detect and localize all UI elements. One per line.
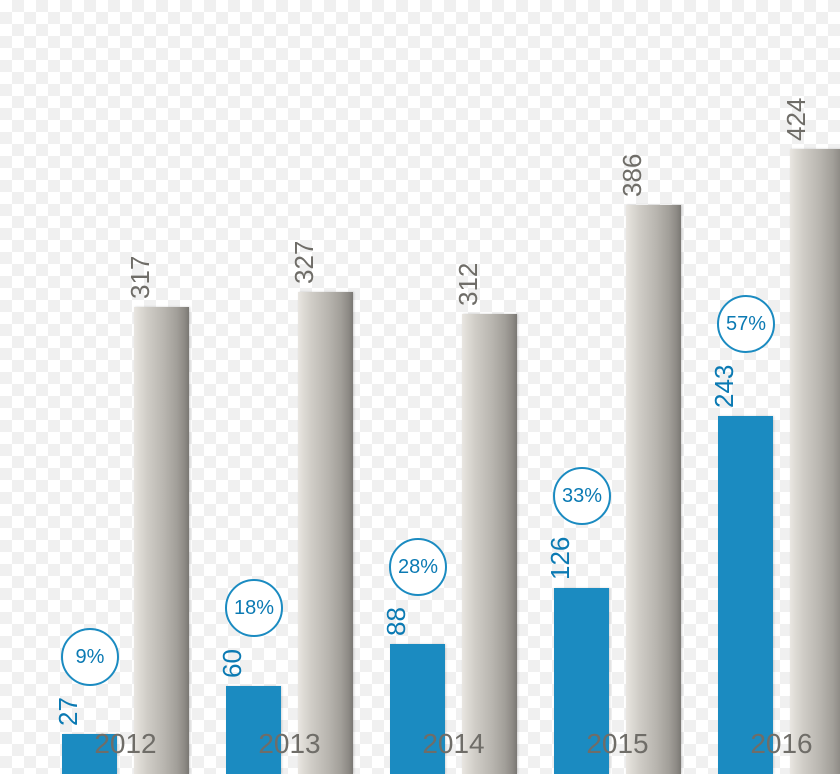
bar-gray — [298, 292, 353, 774]
bar-blue-value: 126 — [547, 537, 573, 580]
x-axis-label: 2014 — [390, 728, 517, 760]
percent-badge: 33% — [553, 467, 611, 525]
percent-badge: 28% — [389, 538, 447, 596]
bar-gray-value: 317 — [127, 256, 153, 299]
bar-gray — [462, 314, 517, 774]
percent-badge: 18% — [225, 579, 283, 637]
x-axis-label: 2012 — [62, 728, 189, 760]
bar-gray-value: 327 — [291, 241, 317, 284]
bar-blue-value: 88 — [383, 607, 409, 636]
bar-group-2015: 12638633% — [554, 5, 681, 774]
bar-blue-value: 243 — [711, 365, 737, 408]
bar-blue-value: 27 — [55, 697, 81, 726]
bar-group-2013: 6032718% — [226, 92, 353, 774]
x-axis-label: 2015 — [554, 728, 681, 760]
bar-gray — [626, 205, 681, 774]
bar-gray — [134, 307, 189, 774]
bar-group-2014: 8831228% — [390, 114, 517, 774]
bar-group-2016: 24342457% — [718, 0, 840, 774]
chart-canvas: 27 317 9% 60 327 18% 88 312 28% 126 386 33% 243 424 57… — [0, 0, 840, 774]
bar-blue-value: 60 — [219, 649, 245, 678]
bar-blue — [718, 416, 773, 774]
bar-gray-value: 424 — [783, 98, 809, 141]
x-axis-label: 2013 — [226, 728, 353, 760]
percent-badge: 57% — [717, 295, 775, 353]
content-clip: 27 317 9% 60 327 18% 88 312 28% 126 386 33% 243 424 57… — [0, 0, 840, 774]
bar-gray-value: 386 — [619, 154, 645, 197]
bar-gray-value: 312 — [455, 263, 481, 306]
bar-group-2012: 273179% — [62, 107, 189, 774]
bar-gray — [790, 149, 840, 774]
percent-badge: 9% — [61, 628, 119, 686]
x-axis-label: 2016 — [718, 728, 840, 760]
